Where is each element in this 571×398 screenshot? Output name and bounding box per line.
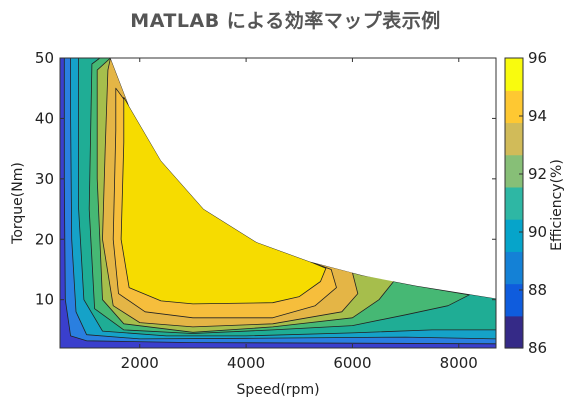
colorbar-swatch: [505, 251, 523, 285]
colorbar-swatch: [505, 315, 523, 349]
x-tick-label-2000: 2000: [121, 354, 159, 372]
colorbar-border: [504, 57, 524, 349]
colorbar-swatch: [505, 154, 523, 188]
contour-level-96: [120, 96, 327, 305]
colorbar-swatch: [505, 58, 523, 91]
y-axis-label: Torque(Nm): [10, 162, 26, 245]
x-axis-label: Speed(rpm): [236, 382, 319, 398]
colorbar-tick-label-96: 96: [528, 49, 547, 67]
x-tick-label-6000: 6000: [333, 354, 371, 372]
colorbar-swatch: [505, 122, 523, 156]
y-tick-label-30: 30: [35, 170, 54, 188]
colorbar-swatch: [505, 90, 523, 124]
plot-area-border: [59, 57, 497, 349]
contour-layer: [60, 58, 496, 348]
colorbar-swatch: [505, 283, 523, 317]
y-tick-label-10: 10: [35, 291, 54, 309]
chart-title: MATLAB による効率マップ表示例: [130, 10, 441, 32]
y-tick-label-40: 40: [35, 109, 54, 127]
colorbar-tick-label-92: 92: [528, 165, 547, 183]
colorbar-label: Efficiency(%): [549, 159, 565, 251]
colorbar-tick-label-86: 86: [528, 339, 547, 357]
colorbar-tick-label-94: 94: [528, 107, 547, 125]
max-torque-envelope: [110, 58, 496, 299]
colorbar: 86 88 90 92 94 96: [504, 49, 547, 357]
colorbar-swatch: [505, 186, 523, 220]
colorbar-swatch: [505, 219, 523, 252]
colorbar-tick-label-90: 90: [528, 223, 547, 241]
y-tick-label-20: 20: [35, 230, 54, 248]
y-tick-label-50: 50: [35, 49, 54, 67]
x-tick-label-8000: 8000: [440, 354, 478, 372]
x-tick-label-4000: 4000: [227, 354, 265, 372]
colorbar-tick-label-88: 88: [528, 281, 547, 299]
